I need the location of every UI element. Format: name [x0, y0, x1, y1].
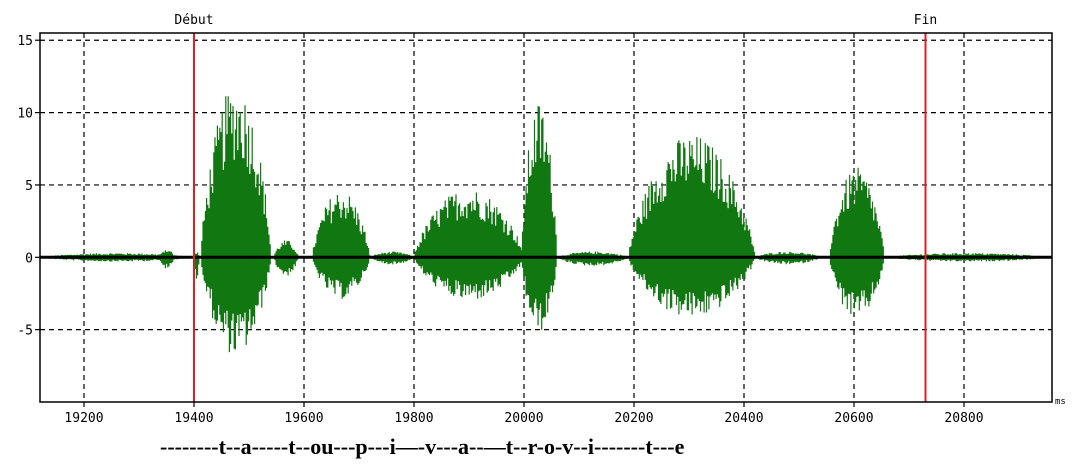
x-tick-label-1: 19400: [174, 411, 213, 426]
x-tick-label-5: 20200: [614, 411, 653, 426]
marker-label-1: Fin: [914, 13, 937, 28]
x-tick-label-3: 19800: [394, 411, 433, 426]
y-tick-label-3: 0: [25, 251, 33, 266]
x-tick-label-6: 20400: [724, 411, 763, 426]
y-axis-ticks: 15 10 5 0 -5: [17, 34, 40, 339]
y-tick-label-2: 5: [25, 179, 33, 194]
marker-label-0: Début: [174, 13, 213, 28]
x-tick-label-4: 20000: [504, 411, 543, 426]
plot-frame: [39, 32, 1053, 403]
waveform-segment-3: [201, 96, 271, 353]
y-tick-label-4: -5: [17, 324, 33, 339]
y-tick-label-1: 10: [17, 107, 33, 122]
waveform-segment-10: [629, 137, 756, 315]
markers: Début Fin: [174, 13, 937, 402]
x-unit-label: ms: [1055, 397, 1066, 407]
waveform-segment-7: [414, 192, 524, 299]
waveform-segment-5: [312, 195, 371, 299]
x-tick-label-8: 20800: [944, 411, 983, 426]
y-tick-label-0: 15: [17, 34, 33, 49]
x-tick-label-7: 20600: [834, 411, 873, 426]
waveform-segment-12: [829, 167, 884, 315]
waveform-segment-8: [521, 106, 557, 330]
x-tick-label-2: 19600: [284, 411, 323, 426]
phonetic-transcription: --------t--a-----t--ou---p---i—-v---a--—…: [160, 434, 685, 459]
waveform-segment-2: [194, 252, 200, 279]
x-axis-ticks: 19200 19400 19600 19800 20000 20200 20400 20600…: [64, 402, 984, 426]
x-tick-label-0: 19200: [64, 411, 103, 426]
